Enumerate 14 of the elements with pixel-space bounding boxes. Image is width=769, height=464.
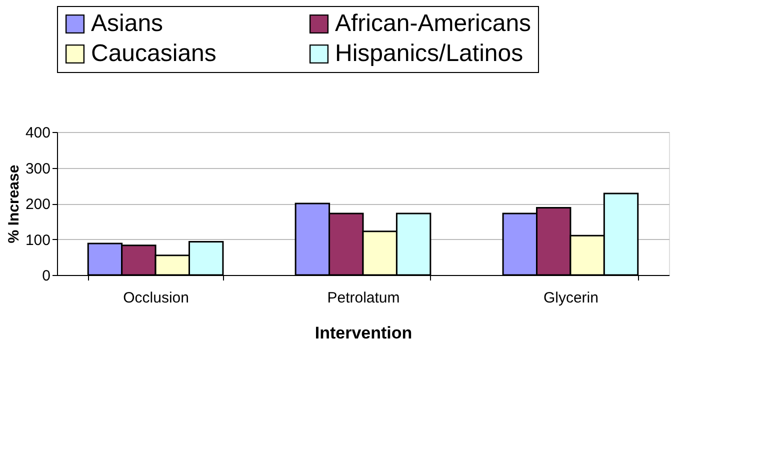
y-tick-label: 100 <box>25 232 50 249</box>
legend-label: Hispanics/Latinos <box>335 40 524 67</box>
legend-label: Caucasians <box>91 40 216 67</box>
x-tick-label: Petrolatum <box>327 290 400 306</box>
x-axis-title: Intervention <box>314 324 412 342</box>
y-tick-label: 200 <box>25 196 50 213</box>
y-tick-label: 0 <box>42 268 50 284</box>
y-axis-title: % Increase <box>5 164 22 244</box>
y-tick-label: 400 <box>25 124 50 142</box>
y-tick-label: 300 <box>25 160 50 178</box>
legend-label: Asians <box>91 10 164 37</box>
x-tick-label: Glycerin <box>543 290 598 306</box>
x-tick-label: Occlusion <box>123 290 189 306</box>
legend-label: African-Americans <box>335 10 532 37</box>
